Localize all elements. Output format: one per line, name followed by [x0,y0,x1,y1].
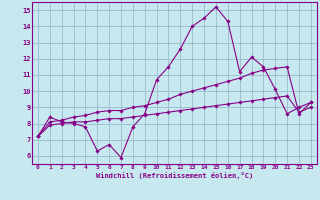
X-axis label: Windchill (Refroidissement éolien,°C): Windchill (Refroidissement éolien,°C) [96,172,253,179]
